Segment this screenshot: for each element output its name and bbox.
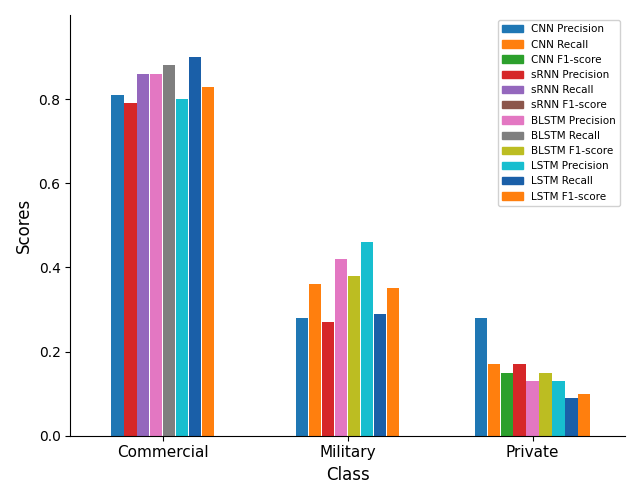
Bar bbox=[309, 284, 321, 436]
Bar bbox=[374, 314, 386, 436]
Bar bbox=[150, 74, 163, 436]
Bar bbox=[475, 318, 487, 436]
Bar bbox=[322, 322, 334, 436]
Bar bbox=[163, 65, 175, 436]
Bar bbox=[513, 364, 525, 436]
Bar bbox=[526, 381, 539, 436]
X-axis label: Class: Class bbox=[326, 466, 369, 484]
Bar bbox=[387, 288, 399, 436]
Bar bbox=[111, 95, 124, 436]
Bar bbox=[500, 373, 513, 436]
Legend: CNN Precision, CNN Recall, CNN F1-score, sRNN Precision, sRNN Recall, sRNN F1-sc: CNN Precision, CNN Recall, CNN F1-score,… bbox=[497, 20, 620, 206]
Bar bbox=[137, 74, 150, 436]
Bar bbox=[540, 373, 552, 436]
Bar bbox=[361, 242, 373, 436]
Bar bbox=[488, 364, 500, 436]
Y-axis label: Scores: Scores bbox=[15, 198, 33, 253]
Bar bbox=[335, 259, 348, 436]
Bar bbox=[348, 276, 360, 436]
Bar bbox=[296, 318, 308, 436]
Bar bbox=[124, 103, 136, 436]
Bar bbox=[578, 394, 591, 436]
Bar bbox=[565, 398, 577, 436]
Bar bbox=[202, 86, 214, 436]
Bar bbox=[189, 57, 201, 436]
Bar bbox=[176, 99, 188, 436]
Bar bbox=[552, 381, 564, 436]
